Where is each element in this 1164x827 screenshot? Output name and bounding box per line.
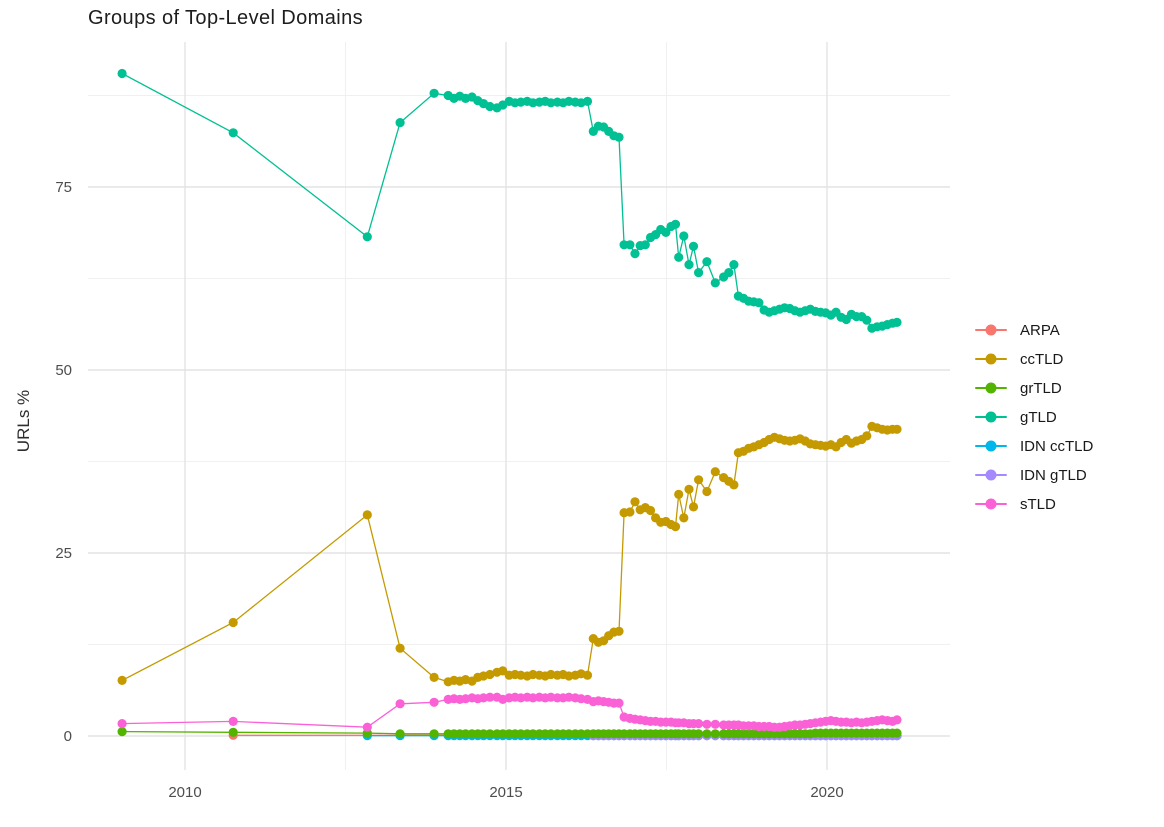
- series-stld: [117, 692, 902, 732]
- legend-key-idn-gtld-icon: [975, 468, 1007, 482]
- legend-label: grTLD: [1020, 379, 1062, 397]
- legend-item-idn-gtld: IDN gTLD: [975, 465, 1093, 485]
- series-grtld: [117, 727, 902, 739]
- legend-item-idn-cctld: IDN ccTLD: [975, 436, 1093, 456]
- grid-minor: [88, 42, 950, 770]
- legend-label: gTLD: [1020, 408, 1057, 426]
- legend-key-idn-cctld-icon: [975, 439, 1007, 453]
- grid-major: [88, 42, 950, 770]
- legend-item-gtld: gTLD: [975, 407, 1093, 427]
- legend-item-stld: sTLD: [975, 494, 1093, 514]
- legend-key-gtld-icon: [975, 410, 1007, 424]
- series-points-grtld: [117, 727, 902, 739]
- series-line-cctld: [121, 425, 897, 683]
- y-tick-label: 0: [64, 728, 72, 745]
- legend-label: sTLD: [1020, 495, 1056, 513]
- legend-label: ARPA: [1020, 321, 1060, 339]
- legend-item-grtld: grTLD: [975, 378, 1093, 398]
- y-tick-label: 50: [55, 362, 72, 379]
- series-points-cctld: [117, 421, 902, 687]
- legend-label: IDN ccTLD: [1020, 437, 1094, 455]
- legend: ARPA ccTLD grTLD gTLD IDN ccTLD IDN gTLD…: [975, 320, 1093, 514]
- series-line-gtld: [121, 72, 898, 330]
- series-cctld: [117, 421, 902, 687]
- x-tick-label: 2020: [810, 784, 843, 801]
- legend-key-stld-icon: [975, 497, 1007, 511]
- chart-title: Groups of Top-Level Domains: [88, 7, 364, 29]
- series-points-stld: [117, 692, 902, 732]
- legend-key-cctld-icon: [975, 352, 1007, 366]
- legend-item-cctld: ccTLD: [975, 349, 1093, 369]
- axis-tick-labels: 2010 2015 2020 0 25 50 75: [55, 179, 843, 801]
- legend-label: ccTLD: [1020, 350, 1064, 368]
- legend-key-grtld-icon: [975, 381, 1007, 395]
- x-tick-label: 2015: [489, 784, 522, 801]
- legend-label: IDN gTLD: [1020, 466, 1087, 484]
- x-tick-label: 2010: [168, 784, 201, 801]
- series-points-gtld: [117, 68, 902, 333]
- legend-item-arpa: ARPA: [975, 320, 1093, 340]
- legend-key-arpa-icon: [975, 323, 1007, 337]
- series-gtld: [117, 68, 902, 333]
- y-tick-label: 25: [55, 545, 72, 562]
- y-tick-label: 75: [55, 179, 72, 196]
